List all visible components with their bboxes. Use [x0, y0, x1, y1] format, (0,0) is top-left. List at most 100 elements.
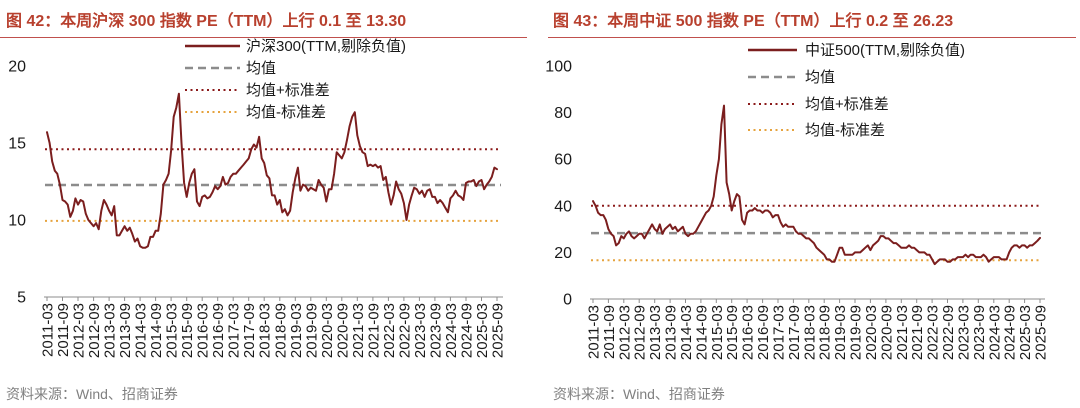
x-tick-label: 2024-03	[986, 305, 1003, 360]
legend-item-pe-series: 沪深300(TTM,剔除负值)	[185, 38, 406, 55]
x-tick-label: 2015-03	[164, 303, 181, 358]
legend-item-mean-plus-std: 均值+标准差	[185, 82, 330, 99]
figure-title: 图 42：本周沪深 300 指数 PE（TTM）上行 0.1 至 13.30	[6, 13, 407, 30]
legend-item-mean-plus-std: 均值+标准差	[748, 96, 889, 113]
y-tick-label: 10	[8, 213, 26, 230]
x-tick-label: 2025-09	[490, 303, 507, 358]
x-tick-label: 2023-09	[427, 303, 444, 358]
x-tick-label: 2022-09	[396, 303, 413, 358]
x-tick-label: 2023-09	[971, 305, 988, 360]
x-tick-label: 2019-03	[288, 303, 305, 358]
x-tick-label: 2022-03	[381, 303, 398, 358]
legend-item-mean-minus-std: 均值-标准差	[185, 104, 326, 121]
pe-series-line	[592, 104, 1041, 266]
x-tick-label: 2011-03	[586, 305, 603, 359]
legend-label: 均值	[246, 60, 276, 77]
x-tick-label: 2013-09	[663, 305, 680, 360]
x-tick-label: 2024-09	[1002, 305, 1019, 360]
legend-item-mean: 均值	[748, 69, 835, 86]
x-tick-label: 2016-09	[755, 305, 772, 360]
y-tick-label: 5	[17, 290, 26, 307]
x-tick-label: 2018-03	[257, 303, 274, 358]
x-tick-label: 2011-03	[40, 303, 57, 357]
x-tick-label: 2025-09	[1033, 305, 1050, 360]
csi500-pe-chart: 0 20 40 60 80 100 2011-032011-092012-032012-09…	[545, 42, 1050, 360]
x-tick-label: 2020-09	[878, 305, 895, 360]
x-tick-label: 2014-09	[693, 305, 710, 360]
x-tick-label: 2017-03	[226, 303, 243, 358]
legend-item-mean: 均值	[185, 60, 276, 77]
x-tick-label: 2020-03	[863, 305, 880, 360]
x-tick-label: 2015-09	[724, 305, 741, 360]
legend-label: 均值-标准差	[805, 122, 885, 139]
x-tick-label: 2012-09	[86, 303, 103, 358]
x-tick-label: 2013-09	[117, 303, 134, 358]
y-tick-label: 60	[554, 152, 572, 169]
x-tick-label: 2020-03	[319, 303, 336, 358]
x-tick-label: 2017-03	[771, 305, 788, 360]
x-tick-label: 2014-09	[148, 303, 165, 358]
x-tick-label: 2018-09	[272, 303, 289, 358]
legend-label: 沪深300(TTM,剔除负值)	[246, 38, 406, 55]
x-tick-label: 2023-03	[412, 303, 429, 358]
x-tick-label: 2014-03	[678, 305, 695, 360]
x-tick-label: 2020-09	[334, 303, 351, 358]
left-figure: 5 10 15 20 2011-03 2011-09 2012-03 2012-09 2013-…	[0, 13, 527, 402]
x-tick-label: 2017-09	[786, 305, 803, 360]
x-tick-label: 2024-03	[443, 303, 460, 358]
x-tick-label: 2022-09	[940, 305, 957, 360]
x-tick-label: 2023-03	[955, 305, 972, 360]
legend-label: 中证500(TTM,剔除负值)	[805, 42, 965, 59]
x-tick-label: 2017-09	[241, 303, 258, 358]
x-tick-label: 2013-03	[647, 305, 664, 360]
x-tick-label: 2012-09	[632, 305, 649, 360]
x-tick-label: 2015-03	[709, 305, 726, 360]
title-underline	[0, 37, 527, 38]
title-underline	[548, 37, 1076, 38]
legend-item-pe-series: 中证500(TTM,剔除负值)	[748, 42, 965, 59]
figure-title: 图 43：本周中证 500 指数 PE（TTM）上行 0.2 至 26.23	[553, 13, 954, 30]
x-tick-label: 2013-03	[102, 303, 119, 358]
x-tick-label: 2016-03	[740, 305, 757, 360]
x-tick-label: 2015-09	[179, 303, 196, 358]
x-tick-label: 2021-09	[909, 305, 926, 360]
legend-label: 均值-标准差	[246, 104, 326, 121]
x-tick-label: 2025-03	[474, 303, 491, 358]
source-note: 资料来源：Wind、招商证券	[553, 386, 725, 402]
legend-label: 均值	[805, 69, 835, 86]
x-tick-label: 2016-03	[195, 303, 212, 358]
x-tick-label: 2024-09	[459, 303, 476, 358]
x-tick-label: 2025-03	[1017, 305, 1034, 360]
legend-label: 均值+标准差	[246, 82, 330, 99]
x-tick-label: 2011-09	[601, 305, 618, 359]
legend-item-mean-minus-std: 均值-标准差	[748, 122, 885, 139]
x-tick-label: 2021-03	[350, 303, 367, 358]
y-tick-label: 100	[545, 59, 572, 76]
y-tick-label: 40	[554, 198, 572, 215]
x-tick-label: 2012-03	[71, 303, 88, 358]
x-tick-label: 2018-03	[801, 305, 818, 360]
x-tick-label: 2011-09	[55, 303, 72, 357]
y-tick-label: 0	[563, 292, 572, 309]
x-tick-label: 2022-03	[925, 305, 942, 360]
right-figure: 0 20 40 60 80 100 2011-03 2011-09 2012-03 2012-09…	[540, 0, 1080, 408]
x-tick-label: 2019-09	[848, 305, 865, 360]
x-tick-label: 2021-09	[365, 303, 382, 358]
x-tick-label: 2014-03	[133, 303, 150, 358]
source-note: 资料来源：Wind、招商证券	[6, 386, 178, 402]
y-tick-label: 20	[554, 245, 572, 262]
x-tick-label: 2019-03	[832, 305, 849, 360]
x-tick-label: 2016-09	[210, 303, 227, 358]
csi300-pe-chart: 51015202011-032011-092012-032012-092013-…	[8, 38, 507, 358]
x-tick-label: 2012-03	[616, 305, 633, 360]
x-tick-label: 2021-03	[894, 305, 911, 360]
y-tick-label: 15	[8, 136, 26, 153]
y-tick-label: 20	[8, 59, 26, 76]
legend-label: 均值+标准差	[805, 96, 889, 113]
x-tick-label: 2018-09	[817, 305, 834, 360]
x-tick-label: 2019-09	[303, 303, 320, 358]
pe-series-line	[46, 92, 498, 249]
y-tick-label: 80	[554, 105, 572, 122]
